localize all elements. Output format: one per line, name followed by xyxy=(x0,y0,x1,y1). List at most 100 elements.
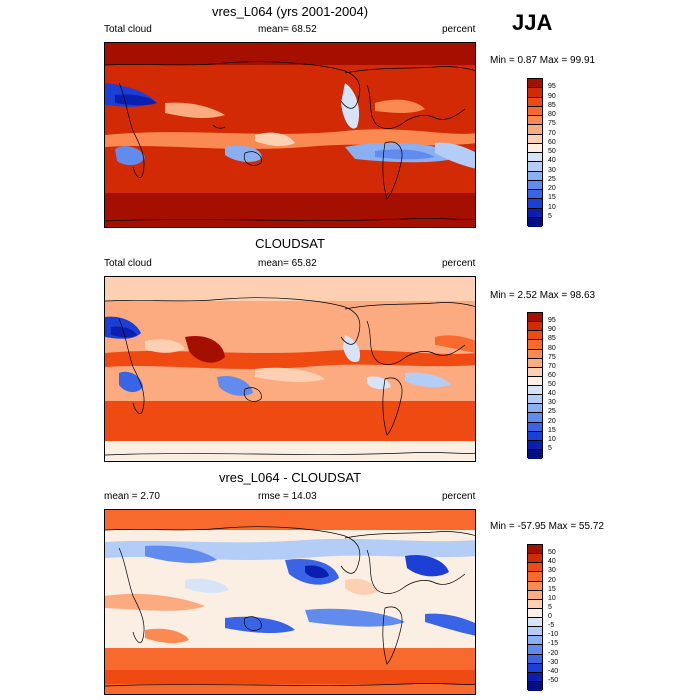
panel-2-minmax: Min = 2.52 Max = 98.63 xyxy=(490,290,596,301)
colorbar-tick-label: 30 xyxy=(548,166,556,174)
colorbar-swatch xyxy=(528,171,542,181)
panel-1-title: vres_L064 (yrs 2001-2004) xyxy=(211,4,369,19)
colorbar-swatch xyxy=(528,636,542,646)
colorbar-swatch xyxy=(528,340,542,350)
colorbar-swatch xyxy=(528,618,542,628)
colorbar-swatch xyxy=(528,581,542,591)
colorbar-swatch xyxy=(528,190,542,200)
colorbar-tick-label: 10 xyxy=(548,594,556,602)
colorbar-tick-label: 5 xyxy=(548,212,552,220)
colorbar-swatch xyxy=(528,672,542,682)
colorbar-tick-label: 0 xyxy=(548,613,552,620)
panel-1-variable-label: Total cloud xyxy=(104,24,152,35)
colorbar-tick-label: 60 xyxy=(548,371,556,379)
colorbar-tick-label: -30 xyxy=(548,658,559,666)
colorbar-swatch xyxy=(528,153,542,163)
colorbar-swatch xyxy=(528,563,542,573)
colorbar-swatch xyxy=(528,88,542,98)
colorbar-swatch xyxy=(528,313,542,323)
colorbar-swatch xyxy=(528,162,542,172)
colorbar-swatch xyxy=(528,358,542,368)
colorbar-tick-label: 5 xyxy=(548,444,552,452)
colorbar-tick-label: 10 xyxy=(548,203,556,211)
colorbar-tick-label: -15 xyxy=(548,640,559,648)
colorbar-swatch xyxy=(528,134,542,144)
colorbar-tick-label: 40 xyxy=(548,558,556,566)
colorbar-swatch xyxy=(528,180,542,190)
colorbar-tick-label: 50 xyxy=(548,549,556,557)
colorbar-swatch xyxy=(528,349,542,359)
colorbar-swatch xyxy=(528,590,542,600)
colorbar-swatch xyxy=(528,367,542,377)
colorbar-swatch xyxy=(528,608,542,618)
panel-2-units-label: percent xyxy=(442,258,476,269)
panel-3-mean-label: mean = 2.70 xyxy=(104,491,160,502)
colorbar-tick-label: 80 xyxy=(548,344,556,352)
colorbar-tick-label: 25 xyxy=(548,175,556,183)
colorbar-tick-label: -10 xyxy=(548,631,559,639)
colorbar-swatch xyxy=(528,404,542,414)
panel-1-colorbar xyxy=(527,78,543,227)
season-label: JJA xyxy=(512,10,553,35)
colorbar-swatch xyxy=(528,106,542,116)
colorbar-swatch xyxy=(528,440,542,450)
colorbar-tick-label: -5 xyxy=(548,622,555,630)
colorbar-tick-label: -20 xyxy=(548,649,559,657)
colorbar-swatch xyxy=(528,449,542,459)
colorbar-swatch xyxy=(528,217,542,227)
colorbar-tick-label: 40 xyxy=(548,390,556,398)
colorbar-tick-label: -50 xyxy=(548,676,559,684)
panel-3-title: vres_L064 - CLOUDSAT xyxy=(218,470,362,485)
colorbar-tick-label: 25 xyxy=(548,408,556,416)
colorbar-tick-label: 95 xyxy=(548,83,556,91)
colorbar-swatch xyxy=(528,97,542,107)
colorbar-tick-label: 75 xyxy=(548,353,556,361)
colorbar-tick-label: -40 xyxy=(548,667,559,675)
panel-1-map xyxy=(104,42,476,228)
colorbar-tick-label: 40 xyxy=(548,157,556,165)
colorbar-tick-label: 5 xyxy=(548,603,552,611)
colorbar-swatch xyxy=(528,545,542,555)
colorbar-tick-label: 20 xyxy=(548,185,556,192)
colorbar-tick-label: 50 xyxy=(548,148,556,155)
colorbar-swatch xyxy=(528,116,542,126)
panel-3-units-label: percent xyxy=(442,491,476,502)
colorbar-swatch xyxy=(528,322,542,332)
colorbar-swatch xyxy=(528,654,542,664)
colorbar-tick-label: 85 xyxy=(548,335,556,343)
colorbar-tick-label: 50 xyxy=(548,381,556,388)
colorbar-swatch xyxy=(528,79,542,89)
colorbar-swatch xyxy=(528,208,542,218)
colorbar-tick-label: 70 xyxy=(548,362,556,370)
colorbar-tick-label: 15 xyxy=(548,426,556,434)
colorbar-tick-label: 85 xyxy=(548,101,556,109)
colorbar-swatch xyxy=(528,431,542,441)
colorbar-tick-label: 80 xyxy=(548,111,556,118)
colorbar-swatch xyxy=(528,681,542,691)
panel-2-map xyxy=(104,276,476,462)
panel-3-map xyxy=(104,509,476,695)
colorbar-swatch xyxy=(528,413,542,423)
panel-1-units-label: percent xyxy=(442,24,476,35)
colorbar-tick-label: 95 xyxy=(548,317,556,325)
colorbar-swatch xyxy=(528,143,542,153)
panel-1-mean-label: mean= 68.52 xyxy=(258,24,317,35)
colorbar-swatch xyxy=(528,554,542,564)
colorbar-swatch xyxy=(528,572,542,582)
colorbar-tick-label: 60 xyxy=(548,138,556,146)
colorbar-tick-label: 20 xyxy=(548,576,556,584)
colorbar-swatch xyxy=(528,627,542,637)
colorbar-swatch xyxy=(528,422,542,432)
colorbar-tick-label: 70 xyxy=(548,129,556,137)
colorbar-tick-label: 10 xyxy=(548,435,556,443)
panel-2-variable-label: Total cloud xyxy=(104,258,152,269)
panel-3-minmax: Min = -57.95 Max = 55.72 xyxy=(490,521,604,532)
panel-3-colorbar xyxy=(527,544,543,691)
colorbar-tick-label: 15 xyxy=(548,585,556,593)
colorbar-swatch xyxy=(528,331,542,341)
colorbar-swatch xyxy=(528,663,542,673)
panel-1-minmax: Min = 0.87 Max = 99.91 xyxy=(490,55,596,66)
colorbar-tick-label: 90 xyxy=(548,326,556,334)
panel-3-rmse-label: rmse = 14.03 xyxy=(258,491,317,502)
colorbar-swatch xyxy=(528,395,542,405)
